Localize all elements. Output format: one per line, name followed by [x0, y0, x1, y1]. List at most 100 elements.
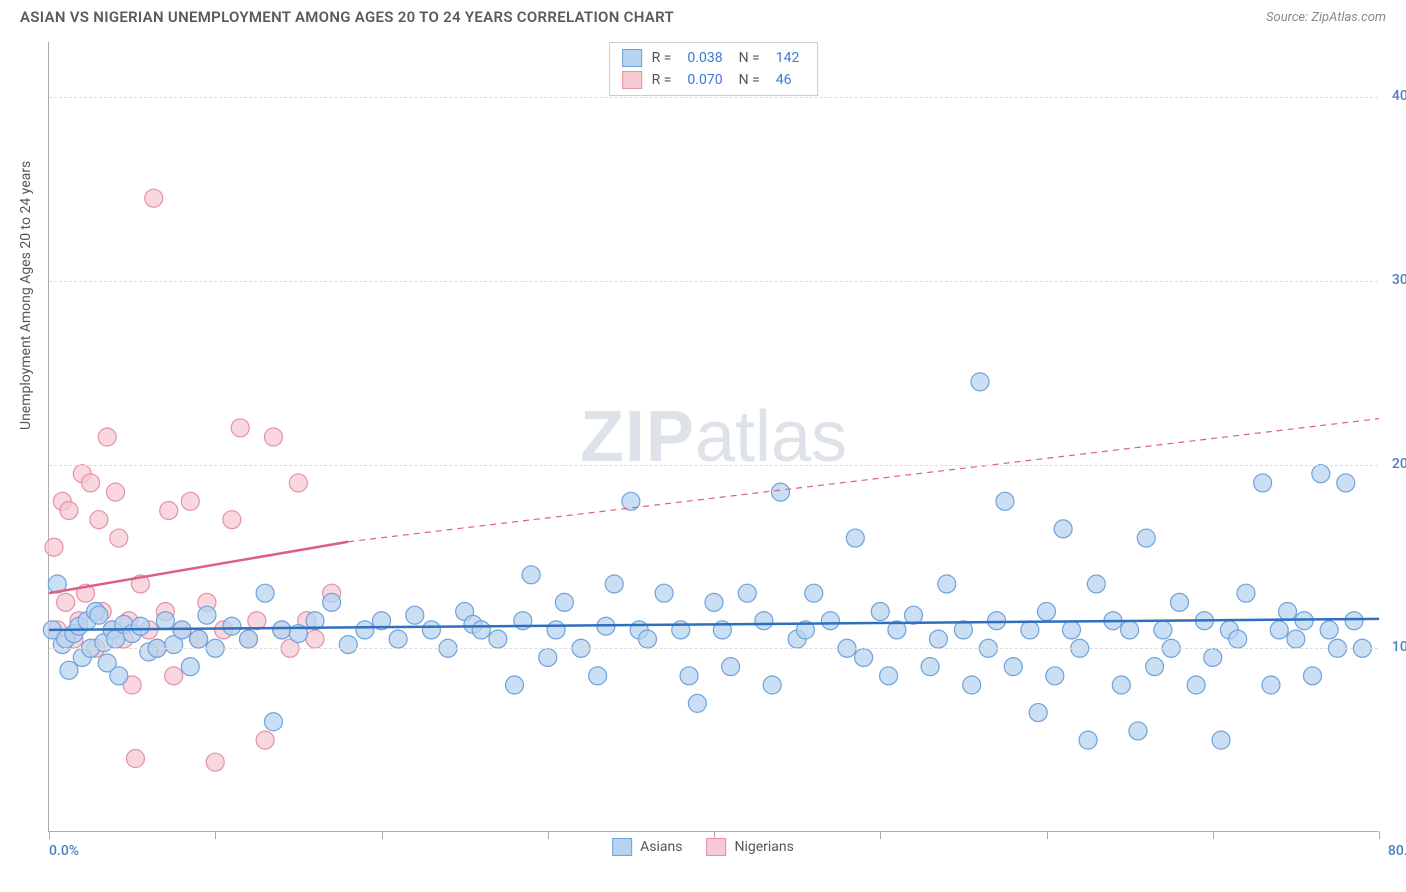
scatter-point — [680, 667, 698, 685]
scatter-point — [356, 621, 374, 639]
scatter-point — [1004, 658, 1022, 676]
legend-swatch-asians — [622, 49, 642, 67]
plot-svg — [49, 42, 1378, 831]
scatter-point — [688, 694, 706, 712]
scatter-point — [996, 492, 1014, 510]
scatter-point — [190, 630, 208, 648]
scatter-point — [126, 750, 144, 768]
scatter-point — [547, 621, 565, 639]
scatter-point — [181, 492, 199, 510]
scatter-point — [240, 630, 258, 648]
scatter-point — [938, 575, 956, 593]
scatter-point — [1279, 603, 1297, 621]
scatter-point — [1137, 529, 1155, 547]
x-tick — [215, 831, 216, 839]
scatter-point — [1029, 704, 1047, 722]
scatter-point — [963, 676, 981, 694]
scatter-point — [929, 630, 947, 648]
x-tick — [880, 831, 881, 839]
scatter-point — [555, 593, 573, 611]
stats-row-nigerians: R = 0.070 N = 46 — [622, 69, 806, 91]
scatter-point — [406, 606, 424, 624]
n-value-asians: 142 — [776, 50, 800, 66]
x-tick — [548, 831, 549, 839]
chart-title: ASIAN VS NIGERIAN UNEMPLOYMENT AMONG AGE… — [20, 8, 674, 26]
legend-swatch-asians-bottom — [612, 838, 632, 856]
scatter-point — [1146, 658, 1164, 676]
scatter-point — [1270, 621, 1288, 639]
x-tick — [382, 831, 383, 839]
x-label-max: 80.0% — [1388, 843, 1406, 859]
scatter-point — [921, 658, 939, 676]
scatter-point — [605, 575, 623, 593]
scatter-point — [145, 189, 163, 207]
scatter-point — [1229, 630, 1247, 648]
scatter-point — [110, 529, 128, 547]
scatter-point — [323, 593, 341, 611]
stats-row-asians: R = 0.038 N = 142 — [622, 47, 806, 69]
legend-label-nigerians: Nigerians — [734, 839, 793, 855]
y-tick-label: 20.0% — [1392, 456, 1406, 472]
legend-label-asians: Asians — [640, 839, 682, 855]
scatter-point — [722, 658, 740, 676]
r-label: R = — [652, 50, 672, 66]
scatter-point — [639, 630, 657, 648]
scatter-point — [589, 667, 607, 685]
scatter-point — [1204, 648, 1222, 666]
scatter-point — [264, 428, 282, 446]
scatter-point — [655, 584, 673, 602]
scatter-point — [880, 667, 898, 685]
r-value-asians: 0.038 — [687, 50, 722, 66]
scatter-point — [90, 606, 108, 624]
scatter-point — [90, 511, 108, 529]
chart-header: ASIAN VS NIGERIAN UNEMPLOYMENT AMONG AGE… — [0, 0, 1406, 30]
n-label: N = — [739, 72, 760, 88]
scatter-point — [1087, 575, 1105, 593]
legend-item-nigerians: Nigerians — [706, 838, 793, 856]
stats-legend-box: R = 0.038 N = 142 R = 0.070 N = 46 — [609, 42, 819, 96]
scatter-point — [1262, 676, 1280, 694]
gridline-horizontal — [49, 281, 1378, 282]
scatter-point — [339, 636, 357, 654]
chart-source: Source: ZipAtlas.com — [1266, 10, 1386, 25]
scatter-point — [98, 428, 116, 446]
scatter-point — [264, 713, 282, 731]
scatter-point — [223, 511, 241, 529]
scatter-point — [472, 621, 490, 639]
scatter-point — [506, 676, 524, 694]
scatter-point — [871, 603, 889, 621]
n-value-nigerians: 46 — [776, 72, 792, 88]
scatter-point — [60, 501, 78, 519]
x-tick — [1379, 831, 1380, 839]
scatter-point — [1320, 621, 1338, 639]
legend-swatch-nigerians — [622, 71, 642, 89]
scatter-point — [1212, 731, 1230, 749]
scatter-point — [45, 538, 63, 556]
scatter-point — [273, 621, 291, 639]
scatter-point — [1237, 584, 1255, 602]
scatter-point — [198, 606, 216, 624]
scatter-point — [738, 584, 756, 602]
scatter-point — [82, 474, 100, 492]
scatter-point — [1112, 676, 1130, 694]
scatter-point — [231, 419, 249, 437]
scatter-point — [971, 373, 989, 391]
scatter-point — [256, 731, 274, 749]
n-label: N = — [739, 50, 760, 66]
gridline-horizontal — [49, 97, 1378, 98]
y-tick-label: 10.0% — [1392, 639, 1406, 655]
scatter-point — [1287, 630, 1305, 648]
gridline-horizontal — [49, 648, 1378, 649]
scatter-point — [1062, 621, 1080, 639]
scatter-point — [755, 612, 773, 630]
scatter-point — [846, 529, 864, 547]
scatter-point — [1021, 621, 1039, 639]
scatter-point — [256, 584, 274, 602]
scatter-point — [1187, 676, 1205, 694]
y-axis-title: Unemployment Among Ages 20 to 24 years — [18, 161, 34, 430]
scatter-point — [539, 648, 557, 666]
scatter-point — [805, 584, 823, 602]
scatter-point — [223, 617, 241, 635]
scatter-point — [772, 483, 790, 501]
legend-item-asians: Asians — [612, 838, 682, 856]
